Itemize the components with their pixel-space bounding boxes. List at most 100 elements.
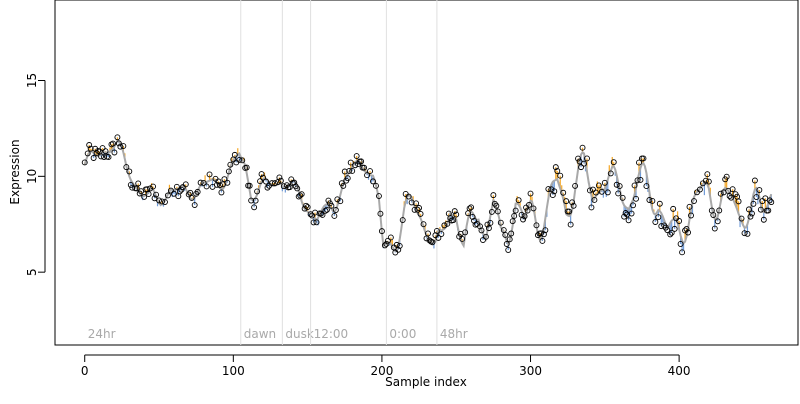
data-point xyxy=(744,230,751,237)
data-point xyxy=(649,197,656,204)
data-point xyxy=(416,205,423,211)
data-point xyxy=(153,191,159,198)
data-point xyxy=(126,168,133,175)
data-point xyxy=(367,168,373,175)
data-point xyxy=(214,181,220,188)
data-point xyxy=(328,202,335,209)
data-point xyxy=(462,229,469,236)
data-point xyxy=(716,207,723,214)
data-point xyxy=(304,204,311,211)
data-point xyxy=(349,168,356,174)
data-point xyxy=(509,218,516,225)
data-point xyxy=(728,194,735,201)
data-point xyxy=(87,145,94,152)
phase-label: 48hr xyxy=(440,327,468,341)
data-point xyxy=(471,217,478,224)
data-point xyxy=(578,164,584,171)
data-point xyxy=(111,149,118,156)
data-point xyxy=(521,213,528,220)
data-point xyxy=(704,171,711,178)
data-point xyxy=(145,191,152,198)
data-point xyxy=(246,182,253,189)
data-points xyxy=(81,134,775,256)
x-tick-label: 100 xyxy=(222,364,245,378)
data-point xyxy=(634,177,641,184)
data-point xyxy=(542,227,549,234)
data-point xyxy=(717,190,724,197)
y-tick-label: 10 xyxy=(25,169,39,184)
data-point xyxy=(341,168,348,175)
data-point xyxy=(714,218,721,225)
data-point xyxy=(271,180,278,187)
data-point xyxy=(102,148,109,155)
data-point xyxy=(587,187,593,194)
data-point xyxy=(303,202,310,209)
data-point xyxy=(147,185,154,192)
data-point xyxy=(378,228,385,235)
data-point xyxy=(756,187,763,193)
data-point xyxy=(711,225,718,232)
data-point xyxy=(677,241,684,247)
data-point xyxy=(451,208,458,215)
data-point xyxy=(243,164,250,171)
data-point xyxy=(488,208,495,215)
data-point xyxy=(533,222,540,229)
data-point xyxy=(735,198,742,205)
data-point xyxy=(575,155,582,162)
data-point xyxy=(162,199,168,205)
data-point xyxy=(656,200,663,207)
data-point xyxy=(258,171,265,178)
data-point xyxy=(413,200,420,207)
data-point xyxy=(309,212,316,219)
data-point xyxy=(667,231,674,238)
data-point xyxy=(622,210,629,216)
data-point xyxy=(628,210,635,217)
data-point xyxy=(636,159,642,166)
data-point xyxy=(527,190,534,197)
axes: 0 100 200 300 400 5 10 15 xyxy=(25,73,691,378)
data-point xyxy=(539,238,546,244)
x-axis-title: Sample index xyxy=(385,375,467,389)
data-point xyxy=(405,193,412,200)
data-point xyxy=(671,225,678,232)
x-tick-label: 400 xyxy=(668,364,691,378)
data-point xyxy=(646,197,653,203)
data-point xyxy=(381,242,388,249)
data-point xyxy=(557,172,564,179)
data-point xyxy=(512,207,519,214)
data-point xyxy=(520,216,527,223)
x-tick-label: 300 xyxy=(519,364,542,378)
data-point xyxy=(396,242,403,249)
data-point xyxy=(173,183,180,190)
data-point xyxy=(358,158,365,165)
data-point xyxy=(260,174,266,181)
phase-label: dusk xyxy=(285,327,313,341)
y-tick-label: 5 xyxy=(25,268,39,276)
data-point xyxy=(334,196,341,203)
data-point xyxy=(187,189,194,196)
data-point xyxy=(493,202,500,209)
data-point xyxy=(581,160,587,167)
data-point xyxy=(221,176,228,183)
data-point xyxy=(384,237,391,244)
phase-label: 12:00 xyxy=(314,327,349,341)
data-point xyxy=(276,174,283,181)
data-point xyxy=(248,197,255,204)
data-point xyxy=(530,205,537,212)
data-point xyxy=(323,206,330,213)
data-point xyxy=(159,198,165,205)
data-point xyxy=(567,221,574,228)
data-point xyxy=(548,186,555,193)
data-point xyxy=(595,182,602,189)
data-point xyxy=(625,217,632,224)
data-point xyxy=(524,207,531,214)
data-point xyxy=(566,208,573,215)
data-point xyxy=(318,210,324,217)
data-point xyxy=(227,161,234,168)
data-point xyxy=(98,153,105,160)
data-point xyxy=(206,171,213,178)
data-point xyxy=(377,210,384,217)
data-point xyxy=(444,220,451,227)
data-point xyxy=(347,159,354,166)
